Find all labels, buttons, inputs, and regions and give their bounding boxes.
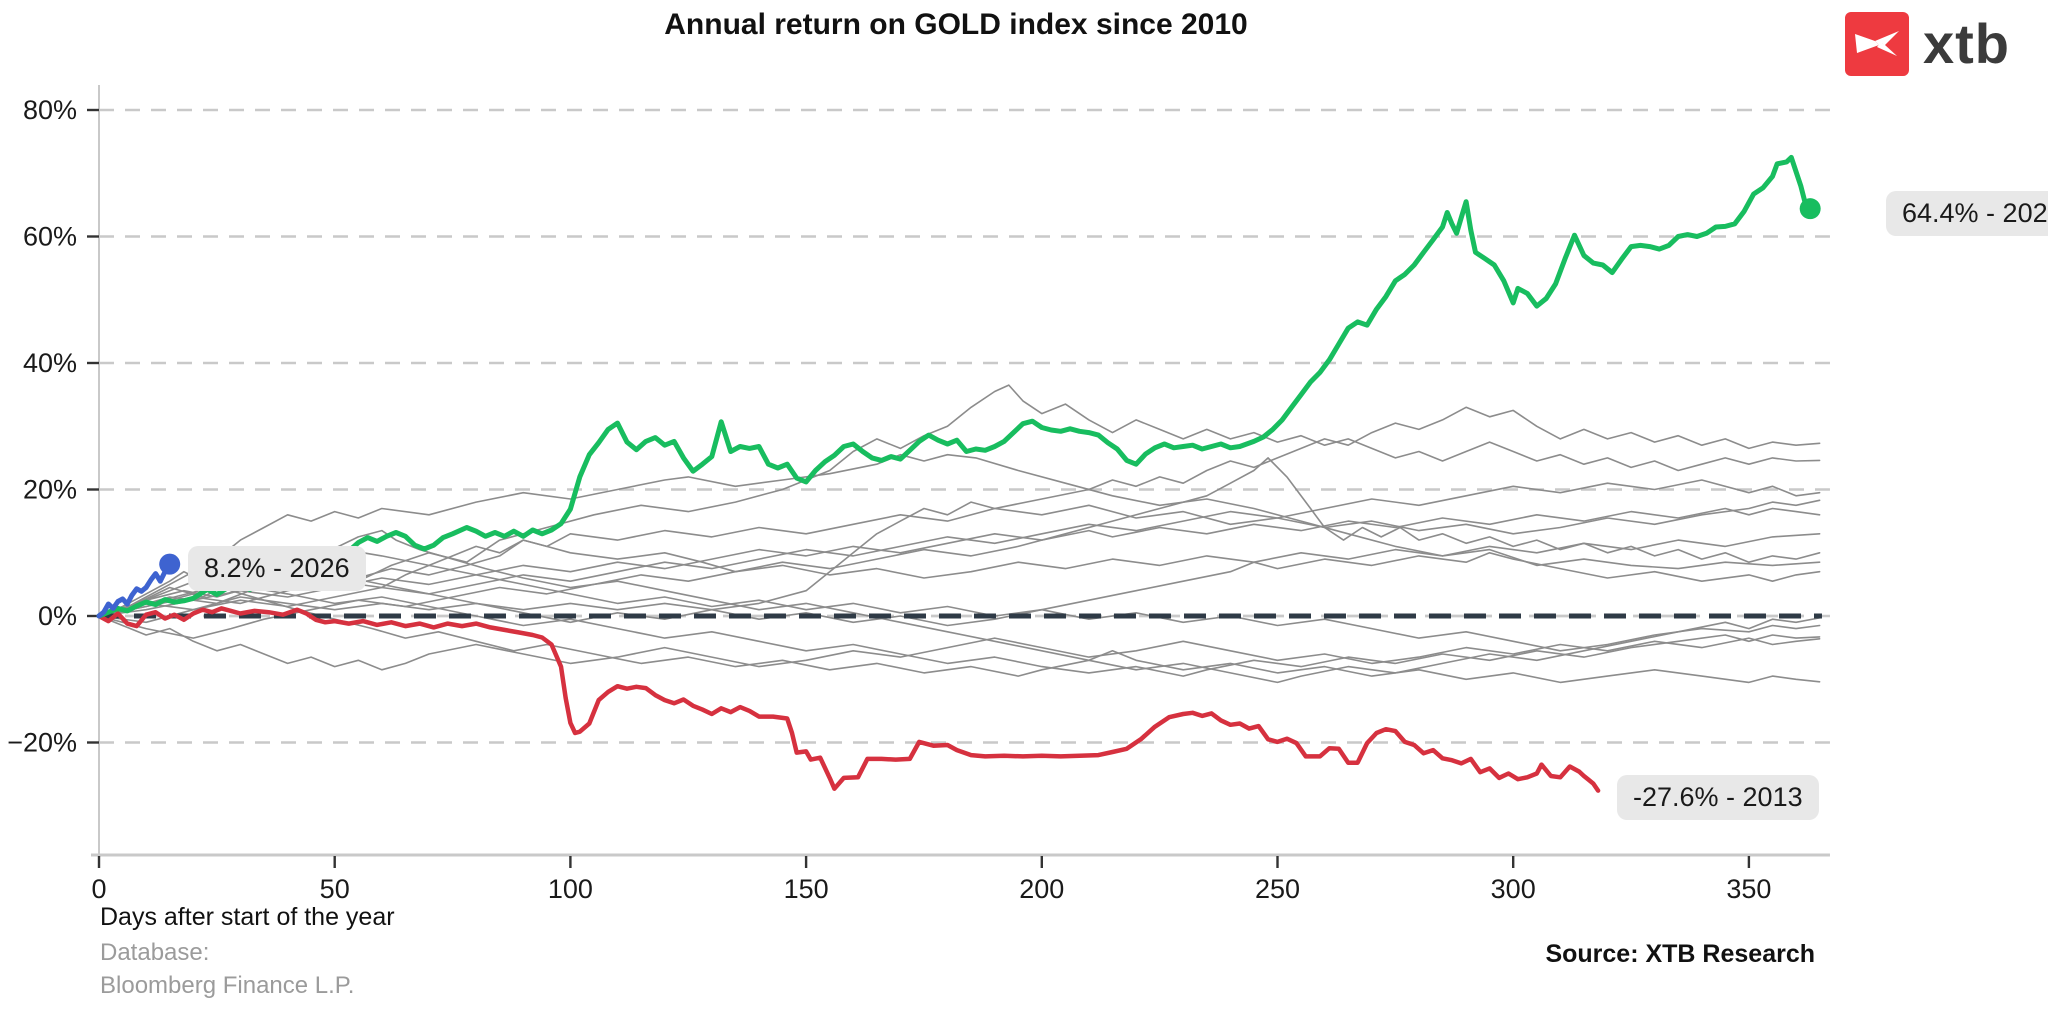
- series-label-0: 8.2% - 2026: [188, 546, 366, 591]
- x-tick-label: 250: [1255, 874, 1300, 904]
- series-line-other-year-3: [98, 406, 1821, 617]
- x-tick-label: 300: [1491, 874, 1536, 904]
- series-line-other-year-4: [98, 479, 1821, 624]
- x-tick-label: 150: [784, 874, 829, 904]
- x-tick-label: 0: [91, 874, 106, 904]
- y-tick-label: 20%: [23, 475, 77, 505]
- end-dot-year-2025: [1799, 198, 1821, 220]
- x-tick-label: 100: [548, 874, 593, 904]
- x-tick-label: 200: [1019, 874, 1064, 904]
- series-line-other-year-7: [98, 457, 1821, 639]
- series-line-other-year-14: [98, 507, 1821, 617]
- series-line-year-2025: [96, 154, 1813, 619]
- series-line-other-year-13: [98, 529, 1821, 684]
- series-label-2: -27.6% - 2013: [1617, 775, 1819, 820]
- y-tick-label: 60%: [23, 222, 77, 252]
- series-line-year-2013: [96, 606, 1601, 793]
- xtb-logo-text: xtb: [1923, 12, 2010, 75]
- xtb-logo-icon: [1845, 12, 1909, 76]
- source-note: Source: XTB Research: [1545, 940, 1815, 968]
- xtb-logo: xtb: [1845, 12, 2010, 76]
- x-tick-label: 50: [320, 874, 350, 904]
- series-line-other-year-11: [98, 586, 1821, 677]
- x-axis-caption: Days after start of the year: [100, 903, 395, 931]
- database-note-line1: Database:: [100, 939, 210, 966]
- series-label-1: 64.4% - 2025: [1886, 191, 2048, 236]
- chart-title: Annual return on GOLD index since 2010: [664, 8, 1248, 41]
- series-line-year-2026: [96, 561, 173, 619]
- y-tick-label: 80%: [23, 95, 77, 125]
- y-tick-label: −20%: [7, 728, 77, 758]
- y-tick-label: 40%: [23, 348, 77, 378]
- series-line-other-year-1: [98, 453, 1821, 617]
- series-line-other-year-12: [98, 615, 1821, 671]
- series-line-other-year-10: [98, 570, 1821, 684]
- series-line-other-year-2: [98, 384, 1821, 617]
- x-tick-label: 350: [1726, 874, 1771, 904]
- database-note-line2: Bloomberg Finance L.P.: [100, 972, 355, 999]
- database-note: Database: Bloomberg Finance L.P.: [100, 936, 354, 1002]
- series-line-other-year-6: [98, 499, 1821, 617]
- end-dot-year-2026: [159, 553, 181, 575]
- y-tick-label: 0%: [38, 601, 77, 631]
